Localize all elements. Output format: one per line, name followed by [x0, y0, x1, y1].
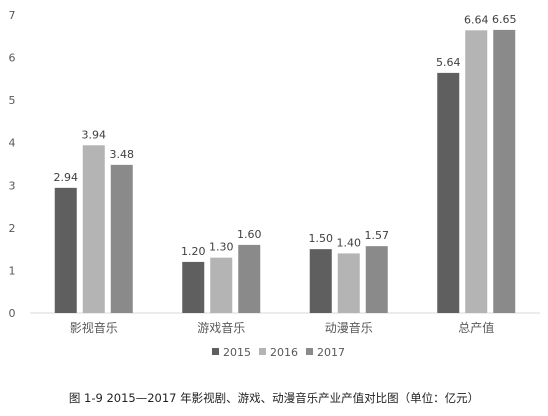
bar	[437, 72, 460, 313]
category-labels: 影视音乐 游戏音乐 动漫音乐 总产值	[70, 320, 495, 335]
data-label: 1.60	[237, 228, 262, 241]
y-tick-label: 1	[9, 264, 16, 277]
legend-label: 2015	[223, 346, 251, 359]
data-label: 3.94	[82, 128, 107, 141]
legend-swatch	[259, 348, 266, 355]
data-label: 1.20	[181, 245, 206, 258]
data-label: 6.64	[464, 13, 489, 26]
figure-caption: 图 1-9 2015—2017 年影视剧、游戏、动漫音乐产业产值对比图（单位：亿…	[69, 391, 479, 405]
bar	[182, 261, 205, 313]
category-label: 动漫音乐	[325, 320, 373, 335]
bar	[210, 257, 233, 313]
y-tick-label: 5	[9, 94, 16, 107]
y-tick-label: 7	[9, 9, 16, 22]
bar	[337, 253, 360, 313]
category-label: 游戏音乐	[197, 320, 245, 335]
data-label: 1.50	[309, 232, 334, 245]
data-label: 1.40	[337, 236, 362, 249]
bar	[309, 249, 332, 313]
bar	[54, 187, 77, 313]
legend-label: 2016	[270, 346, 298, 359]
y-tick-label: 4	[9, 137, 16, 150]
bar-groups: 2.94 3.943.48 1.20 1.301.60 1.50 1.401.57 5.64…	[54, 13, 517, 314]
bar	[493, 29, 516, 314]
y-tick-label: 6	[9, 52, 16, 65]
bar	[238, 244, 261, 313]
y-tick-label: 2	[9, 222, 16, 235]
y-axis-ticks: 0 1 2 3 4 5 6 7	[9, 9, 16, 320]
legend-swatch	[306, 348, 313, 355]
legend: 2015 2016 2017	[212, 346, 345, 359]
y-tick-label: 3	[9, 179, 16, 192]
legend-swatch	[212, 348, 219, 355]
category-label: 影视音乐	[70, 320, 118, 335]
data-label: 6.65	[492, 13, 517, 26]
bar	[110, 164, 133, 313]
category-label: 总产值	[458, 320, 494, 335]
bar	[82, 145, 105, 313]
data-label: 5.64	[436, 56, 461, 69]
legend-label: 2017	[317, 346, 345, 359]
data-label: 1.57	[365, 229, 390, 242]
data-label: 3.48	[110, 148, 135, 161]
data-label: 1.30	[209, 241, 234, 254]
y-tick-label: 0	[9, 307, 16, 320]
bar	[365, 246, 388, 313]
bar	[465, 30, 488, 313]
data-label: 2.94	[54, 171, 79, 184]
